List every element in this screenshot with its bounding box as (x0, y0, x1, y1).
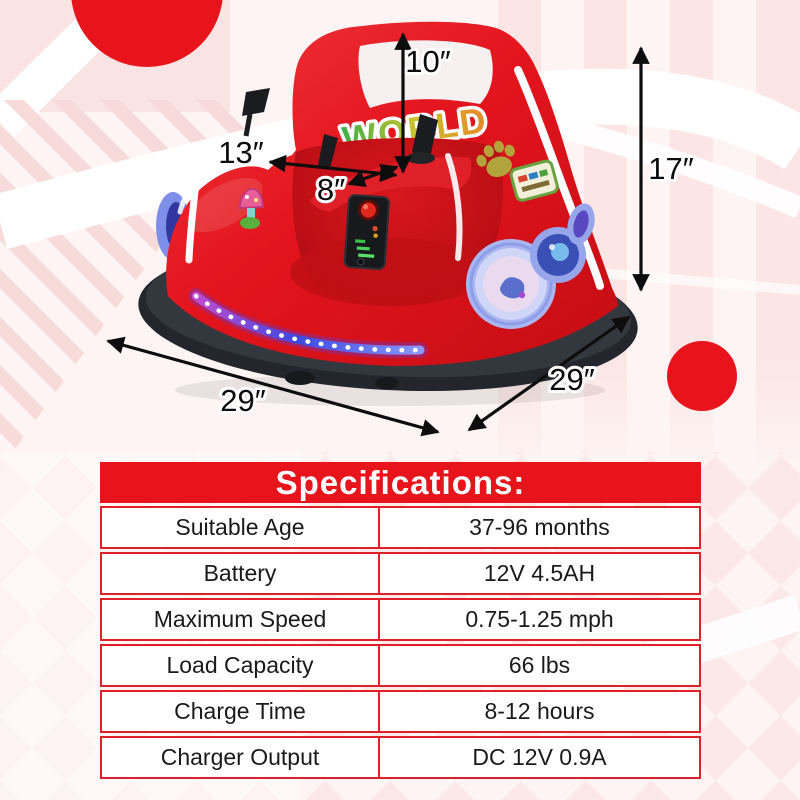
spec-value: 12V 4.5AH (483, 560, 596, 586)
dimension-arrow-base-depth (106, 336, 440, 437)
spec-label: Load Capacity (102, 646, 380, 685)
dimension-label-seat-width: 8″ (317, 172, 345, 207)
dimension-labels: 10″ 13″ 8″ 17″ 29″ 29″ (215, 41, 696, 421)
table-row: Maximum Speed 0.75-1.25 mph (100, 598, 701, 641)
backrest-handle-opening (358, 40, 493, 108)
caster-wheel (285, 371, 315, 385)
dimension-label-cockpit-length: 13″ (218, 135, 263, 170)
caster-wheel (375, 377, 399, 389)
spec-label: Maximum Speed (102, 600, 380, 639)
table-row: Charger Output DC 12V 0.9A (100, 736, 701, 779)
dimension-label-backrest-height: 10″ (405, 44, 450, 79)
side-light-small (567, 203, 595, 245)
corner-white-band (0, 0, 152, 137)
seat-floor (290, 238, 490, 306)
table-row: Charge Time 8-12 hours (100, 690, 701, 733)
left-flag-antenna (242, 88, 270, 116)
specifications-title: Specifications: (100, 462, 701, 503)
dimension-label-overall-height: 17″ (648, 151, 693, 186)
antenna-flags (242, 88, 438, 168)
decorative-red-circle-top (71, 0, 223, 67)
spec-value: 8-12 hours (484, 698, 595, 724)
spec-value: 0.75-1.25 mph (465, 606, 614, 632)
dimension-arrows (106, 32, 650, 437)
power-button-icon (357, 199, 379, 221)
spec-value: 37-96 months (469, 514, 610, 540)
spec-label: Charger Output (102, 738, 380, 777)
dinosaur-sticker (500, 277, 525, 299)
spec-value: 66 lbs (508, 652, 571, 678)
white-stripes (177, 66, 604, 290)
paw-print-icon (476, 140, 515, 177)
decorative-red-circle-right (667, 341, 737, 411)
spec-label: Suitable Age (102, 508, 380, 547)
fender-highlight (187, 177, 263, 233)
spec-label: Battery (102, 554, 380, 593)
control-panel (343, 194, 390, 270)
table-row: Load Capacity 66 lbs (100, 644, 701, 687)
mushroom-sticker (238, 187, 265, 229)
table-row: Battery 12V 4.5AH (100, 552, 701, 595)
dimension-arrow-base-width (467, 315, 631, 432)
spec-value: DC 12V 0.9A (472, 744, 607, 770)
steering-lever (412, 114, 438, 158)
dimension-label-base-width: 29″ (549, 362, 594, 397)
specifications-table: Specifications: Suitable Age 37-96 month… (100, 462, 701, 779)
dimension-arrow-seat-width (347, 163, 399, 188)
dimension-label-base-depth: 29″ (220, 383, 265, 418)
white-swoosh-2 (537, 111, 800, 219)
animal-world-sticker (509, 159, 559, 202)
table-row: Suitable Age 37-96 months (100, 506, 701, 549)
spec-label: Charge Time (102, 692, 380, 731)
